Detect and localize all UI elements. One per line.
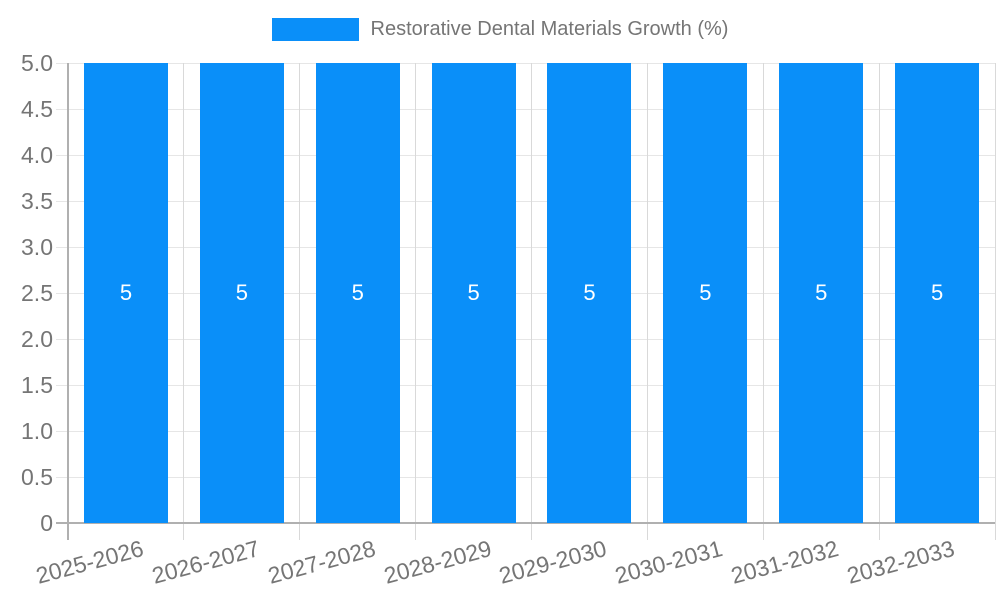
bar-value-label: 5 [583,280,596,305]
bar-value-label: 5 [351,280,364,305]
bar-value-label: 5 [930,280,944,305]
y-axis-tick-label: 1.0 [21,418,53,444]
y-axis-tick-label: 5.0 [21,50,53,76]
gridline-horizontal [56,154,995,156]
y-axis-line [67,63,69,540]
y-axis-tick-label: 0 [40,510,53,536]
bar[interactable]: 5 [547,63,632,523]
bar[interactable]: 5 [315,63,400,523]
gridline-vertical [878,63,880,540]
x-axis-line [56,522,995,524]
gridline-horizontal [56,108,995,110]
gridline-vertical [299,63,301,540]
bar-value-label: 5 [235,280,248,305]
bar-value-label: 5 [699,280,712,305]
bar[interactable]: 5 [83,63,168,523]
y-axis-tick-label: 2.0 [21,326,53,352]
y-axis-tick-label: 4.5 [21,96,53,122]
x-axis-tick-label: 2031-2032 [728,535,842,589]
gridline-vertical [762,63,764,540]
legend-label: Restorative Dental Materials Growth (%) [370,18,729,40]
gridline-horizontal [56,246,995,248]
x-axis-tick-label: 2025-2026 [33,535,147,589]
bar[interactable]: 5 [199,63,284,523]
gridline-horizontal [56,200,995,202]
gridline-vertical [646,63,648,540]
x-axis-tick-label: 2030-2031 [612,535,726,589]
gridline-horizontal [56,338,995,340]
gridline-vertical [994,63,996,540]
y-axis-tick-label: 4.0 [21,142,53,168]
x-axis-tick-label: 2028-2029 [380,535,494,589]
y-axis-tick-label: 3.5 [21,188,53,214]
x-axis-tick-label: 2029-2030 [496,535,610,589]
y-axis-tick-label: 0.5 [21,464,53,490]
bar-value-label: 5 [467,280,480,305]
y-axis-tick-label: 2.5 [21,280,53,306]
gridline-vertical [183,63,185,540]
gridline-vertical [415,63,417,540]
gridline-horizontal [56,476,995,478]
gridline-vertical [531,63,532,540]
bar[interactable]: 5 [431,63,516,523]
x-axis-tick-label: 2026-2027 [149,535,263,589]
bar[interactable]: 5 [895,63,980,523]
gridline-horizontal [56,430,995,432]
bar[interactable]: 5 [779,63,864,523]
bar-value-label: 5 [815,280,828,305]
x-axis-tick-label: 2027-2028 [264,535,378,589]
bar[interactable]: 5 [663,63,748,523]
gridline-horizontal [56,62,995,64]
legend-swatch [271,18,359,41]
gridline-horizontal [56,292,995,294]
y-axis-tick-label: 3.0 [21,234,53,260]
y-axis-tick-label: 1.5 [21,372,53,398]
x-axis-tick-label: 2032-2033 [844,535,958,589]
legend[interactable]: Restorative Dental Materials Growth (%) [0,18,1000,41]
bar-value-label: 5 [119,280,133,305]
gridline-horizontal [56,384,995,386]
